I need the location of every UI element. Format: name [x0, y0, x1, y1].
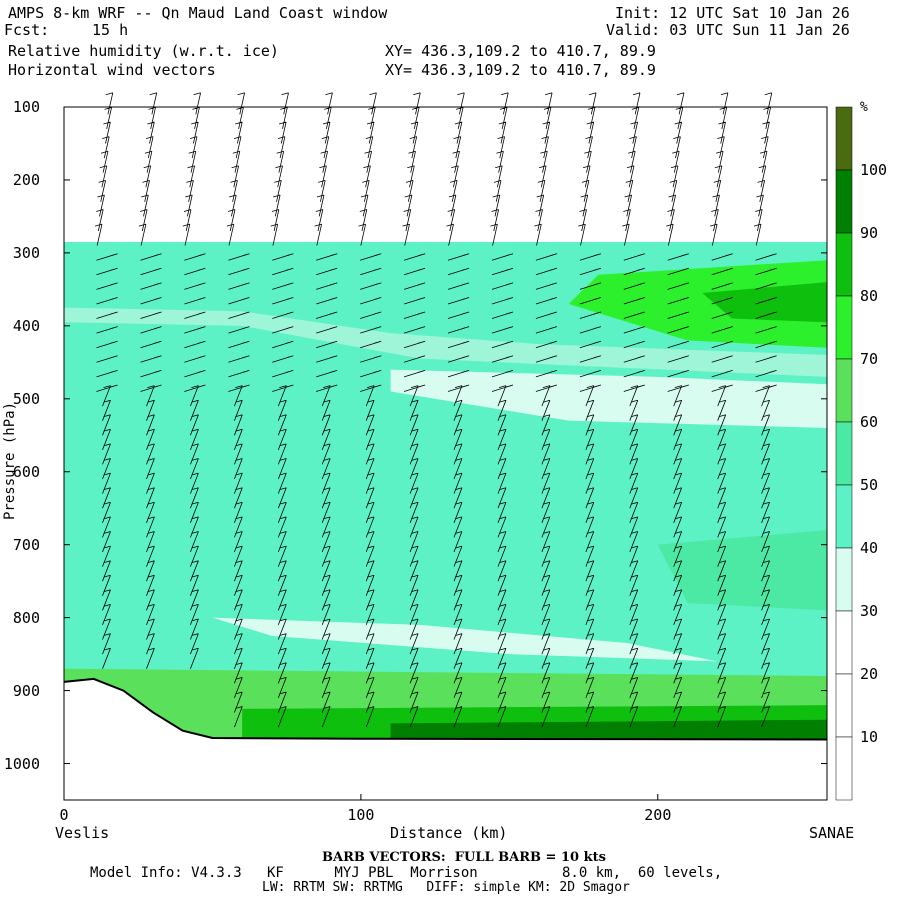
y-tick-label: 400 [12, 316, 40, 335]
rh-dry-streak-low [212, 617, 718, 662]
model-info-line-2: LW: RRTM SW: RRTMG DIFF: simple KM: 2D S… [262, 880, 630, 895]
x-tick-label: 200 [644, 806, 672, 824]
plot-frame [63, 106, 828, 801]
field-label-wind: Horizontal wind vectors [8, 61, 216, 79]
wind-barb-column [314, 92, 338, 728]
xy-range-1: XY= 436.3,109.2 to 410.7, 89.9 [385, 42, 656, 60]
colorbar-level-label: 90 [860, 224, 879, 242]
wind-barb-column [402, 92, 426, 728]
colorbar-box [835, 106, 853, 171]
forecast-hour: 15 h [92, 21, 129, 39]
y-tick-label: 600 [12, 462, 40, 481]
rh-band-low-saturated [390, 719, 827, 739]
valid-time: Valid: 03 UTC Sun 11 Jan 26 [606, 21, 850, 39]
barb-vector-note: BARB VECTORS: FULL BARB = 10 kts [322, 850, 606, 865]
wind-barb-column [666, 92, 689, 728]
colorbar-box [835, 232, 853, 297]
colorbar-level-label: 70 [860, 350, 879, 368]
left-location-label: Veslis [55, 824, 110, 842]
y-axis-label: Pressure (hPa) [2, 401, 18, 520]
colorbar-level-label: 30 [860, 602, 879, 620]
y-tick-label: 900 [12, 681, 40, 700]
colorbar-level-label: 100 [860, 161, 888, 179]
chart-title: AMPS 8-km WRF -- Qn Maud Land Coast wind… [8, 4, 388, 22]
colorbar-level-label: 40 [860, 539, 879, 557]
colorbar-level-label: 80 [860, 287, 879, 305]
y-tick-label: 100 [12, 98, 40, 116]
wind-barb-column [753, 92, 777, 728]
colorbar-level-label: 60 [860, 413, 879, 431]
wind-barb-column [578, 92, 602, 728]
wind-barb-column [358, 92, 382, 728]
wind-barb-column [709, 92, 733, 728]
colorbar-box [835, 169, 853, 234]
wind-barb-column [94, 92, 118, 669]
rh-dry-streak-mid [390, 369, 827, 428]
colorbar-box [835, 295, 853, 360]
terrain-surface-line [63, 677, 828, 741]
rh-moist-core-upper [702, 282, 827, 323]
colorbar-box [835, 421, 853, 486]
rh-moist-patch-upper [568, 260, 827, 348]
wind-barb-column [446, 92, 470, 728]
y-tick-label: 500 [12, 389, 40, 408]
init-time: Init: 12 UTC Sat 10 Jan 26 [615, 4, 850, 22]
y-tick-label: 300 [12, 243, 40, 262]
forecast-label: Fcst: [4, 21, 50, 39]
colorbar-box [835, 610, 853, 675]
wind-barb-column [622, 92, 645, 728]
rh-moist-patch-mid [657, 530, 827, 611]
wind-barb-column [490, 92, 514, 728]
y-tick-label: 200 [12, 170, 40, 189]
colorbar-box [835, 484, 853, 549]
y-tick-label: 1000 [3, 754, 40, 773]
colorbar-level-label: 50 [860, 476, 879, 494]
field-label-rh: Relative humidity (w.r.t. ice) [8, 42, 279, 60]
wind-barb-column [534, 92, 558, 728]
x-axis-label: Distance (km) [390, 824, 508, 842]
y-tick-label: 800 [12, 608, 40, 627]
xy-range-2: XY= 436.3,109.2 to 410.7, 89.9 [385, 61, 656, 79]
colorbar-level-label: 20 [860, 665, 879, 683]
x-tick-label: 0 [59, 806, 69, 824]
wind-barb-column [182, 92, 206, 669]
colorbar-box [835, 358, 853, 423]
model-info-line-1: Model Info: V4.3.3 KF MYJ PBL Morrison 8… [90, 865, 723, 881]
right-location-label: SANAE [809, 824, 855, 842]
y-tick-label: 700 [12, 535, 40, 554]
x-tick-label: 100 [347, 806, 375, 824]
colorbar-box [835, 673, 853, 738]
colorbar-level-label: 10 [860, 728, 879, 746]
colorbar-unit: % [860, 100, 868, 115]
rh-dry-streak-upper [64, 307, 827, 377]
wind-barb-column [138, 92, 162, 669]
wind-barb-column [270, 92, 294, 728]
wind-barb-column [226, 92, 250, 728]
colorbar-box [835, 547, 853, 612]
colorbar-box [835, 736, 853, 801]
